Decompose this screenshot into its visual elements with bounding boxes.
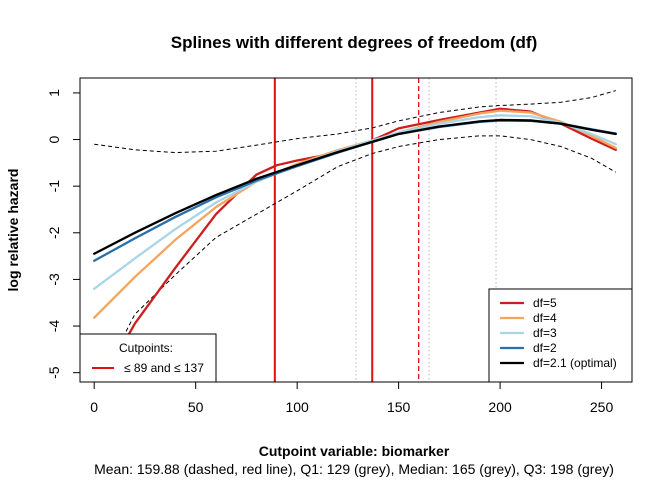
x-tick-label: 200 [488, 399, 512, 415]
x-tick-label: 250 [590, 399, 614, 415]
cutpoint-legend: Cutpoints: ≤ 89 and ≤ 137 [79, 333, 217, 383]
x-tick-label: 100 [285, 399, 309, 415]
chart-title: Splines with different degrees of freedo… [171, 33, 537, 52]
legend-label-df3: df=3 [533, 326, 557, 340]
y-tick-label: 1 [46, 89, 62, 97]
series-line-df21 [93, 118, 617, 255]
ci-upper-line [94, 90, 616, 154]
x-axis-title: Cutpoint variable: biomarker [259, 443, 450, 459]
y-tick-label: -1 [46, 180, 62, 193]
x-axis-subtitle: Mean: 159.88 (dashed, red line), Q1: 129… [94, 461, 614, 477]
series-legend: df=5df=4df=3df=2df=2.1 (optimal) [488, 288, 633, 383]
cutpoint-legend-title: Cutpoints: [119, 341, 173, 355]
cutpoint-legend-entry: ≤ 89 and ≤ 137 [124, 361, 204, 375]
x-axis: 0 50 100 150 200 250 [90, 381, 614, 415]
x-tick-label: 0 [90, 399, 98, 415]
cutpoint-legend-box [79, 333, 217, 383]
x-tick-label: 150 [387, 399, 411, 415]
y-tick-label: -5 [46, 366, 62, 379]
y-axis-title: log relative hazard [5, 169, 21, 292]
confidence-band [94, 90, 617, 382]
legend-label-df2: df=2 [533, 341, 557, 355]
legend-label-df5: df=5 [533, 296, 557, 310]
legend-label-df21: df=2.1 (optimal) [533, 356, 617, 370]
y-tick-label: -2 [46, 226, 62, 239]
y-axis: -5 -4 -3 -2 -1 0 1 [46, 89, 81, 379]
series-lines [93, 107, 617, 382]
series-legend-box [488, 288, 633, 383]
y-tick-label: -4 [46, 320, 62, 333]
legend-label-df4: df=4 [533, 311, 557, 325]
x-tick-label: 50 [188, 399, 204, 415]
y-tick-label: 0 [46, 135, 62, 143]
plot-area [93, 78, 617, 382]
y-tick-label: -3 [46, 273, 62, 286]
series-line-df3 [93, 114, 617, 290]
ci-lower-line [99, 135, 617, 382]
